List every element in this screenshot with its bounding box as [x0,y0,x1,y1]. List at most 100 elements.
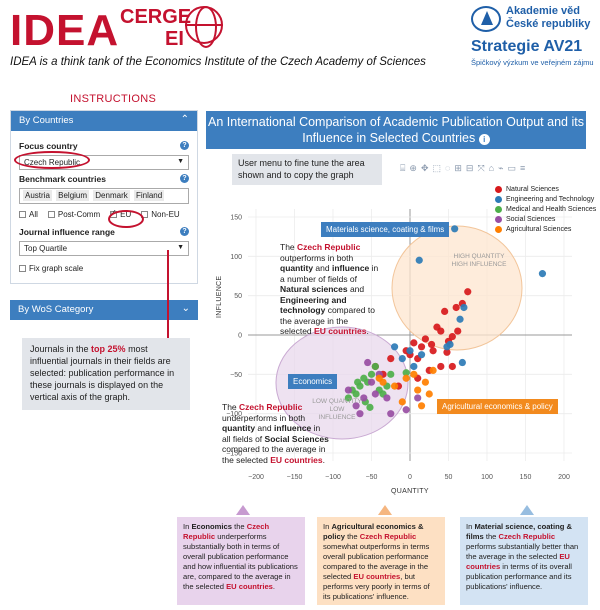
chevron-up-icon[interactable]: ⌃ [180,114,189,125]
legend-item[interactable]: Medical and Health Sciences [495,204,596,214]
zoom-in-icon[interactable]: ⊞ [454,163,462,173]
help-icon[interactable]: ? [180,141,189,150]
data-point[interactable] [429,366,437,374]
data-point[interactable] [460,303,468,312]
data-point[interactable] [361,398,369,406]
spike-icon[interactable]: ⌁ [498,163,504,173]
data-point[interactable] [364,378,372,386]
data-point[interactable] [398,355,406,363]
pan-icon[interactable]: ✥ [420,163,429,173]
data-point[interactable] [387,410,395,418]
data-point[interactable] [364,358,372,367]
info-icon[interactable]: i [478,134,490,145]
data-point[interactable] [417,343,426,351]
data-point[interactable] [538,270,547,278]
legend-item[interactable]: Social Sciences [495,214,596,224]
data-point[interactable] [360,374,368,382]
checkbox-fix-scale[interactable]: Fix graph scale [19,264,83,273]
checkbox-non-eu[interactable]: Non-EU [141,210,180,219]
data-point[interactable] [383,394,391,402]
data-point[interactable] [414,355,422,363]
data-point[interactable] [356,382,364,390]
data-point[interactable] [458,358,466,367]
data-point[interactable] [344,386,352,394]
data-point[interactable] [429,347,437,355]
data-point[interactable] [437,327,445,335]
data-point[interactable] [383,382,391,390]
checkbox-icon[interactable] [19,211,26,219]
data-point[interactable] [379,390,387,398]
data-point[interactable] [367,370,376,378]
data-point[interactable] [427,340,436,349]
data-point[interactable] [371,362,379,371]
data-point[interactable] [458,299,466,308]
autoscale-icon[interactable]: ⤧ [477,163,485,173]
benchmark-tag[interactable]: Belgium [56,190,90,201]
benchmark-countries-input[interactable]: Austria Belgium Denmark Finland [19,188,189,204]
data-point[interactable] [371,390,379,398]
benchmark-tag[interactable]: Finland [133,190,165,201]
data-point[interactable] [456,315,464,323]
data-point[interactable] [437,362,445,371]
data-point[interactable] [454,327,462,335]
data-point[interactable] [366,403,374,411]
data-point[interactable] [417,402,426,410]
data-point[interactable] [443,348,451,356]
zoom-icon[interactable]: ⊕ [409,163,417,173]
data-point[interactable] [421,335,429,343]
checkbox-all[interactable]: All [19,210,38,219]
data-point[interactable] [348,386,356,394]
data-point[interactable] [402,347,410,355]
help-icon[interactable]: ? [180,174,189,183]
data-point[interactable] [354,378,362,386]
data-point[interactable] [375,370,383,378]
data-point[interactable] [425,390,433,398]
data-point[interactable] [375,374,383,382]
data-point[interactable] [444,337,453,345]
data-point[interactable] [451,225,459,233]
data-point[interactable] [406,347,414,355]
data-point[interactable] [352,390,360,398]
legend-item[interactable]: Engineering and Technology [495,194,596,204]
data-point[interactable] [379,370,387,378]
data-point[interactable] [410,339,418,347]
data-point[interactable] [452,303,460,312]
data-point[interactable] [391,382,399,390]
data-point[interactable] [398,398,406,406]
data-point[interactable] [410,370,418,378]
data-point[interactable] [402,406,410,414]
data-point[interactable] [464,288,472,296]
zoom-out-icon[interactable]: ⊟ [465,163,474,173]
box-select-icon[interactable]: ⬚ [432,163,442,173]
data-point[interactable] [375,386,383,394]
help-icon[interactable]: ? [180,227,189,236]
camera-icon[interactable]: ⌸ [400,163,406,173]
checkbox-post-comm[interactable]: Post-Comm [47,210,100,219]
benchmark-tag[interactable]: Austria [23,190,52,201]
data-point[interactable] [421,378,429,386]
data-point[interactable] [394,382,403,390]
data-point[interactable] [446,340,454,349]
data-point[interactable] [443,343,451,351]
data-point[interactable] [371,362,379,371]
countries-panel-header[interactable]: By Countries ⌃ [11,111,197,131]
benchmark-tag[interactable]: Denmark [93,190,130,201]
data-point[interactable] [433,323,441,331]
data-point[interactable] [379,378,387,386]
data-point[interactable] [391,343,399,351]
checkbox-icon[interactable] [19,265,26,273]
data-point[interactable] [387,370,395,378]
data-point[interactable] [402,374,410,382]
data-point[interactable] [415,256,423,264]
data-point[interactable] [402,369,410,377]
chevron-down-icon[interactable]: ⌄ [181,303,190,314]
legend-item[interactable]: Natural Sciences [495,184,596,194]
data-point[interactable] [410,362,418,371]
data-point[interactable] [448,362,456,371]
data-point[interactable] [414,374,422,382]
data-point[interactable] [367,378,376,386]
data-point[interactable] [417,351,426,359]
journal-range-select[interactable]: Top Quartile ▼ [19,241,189,256]
data-point[interactable] [387,355,395,363]
data-point[interactable] [441,307,449,315]
